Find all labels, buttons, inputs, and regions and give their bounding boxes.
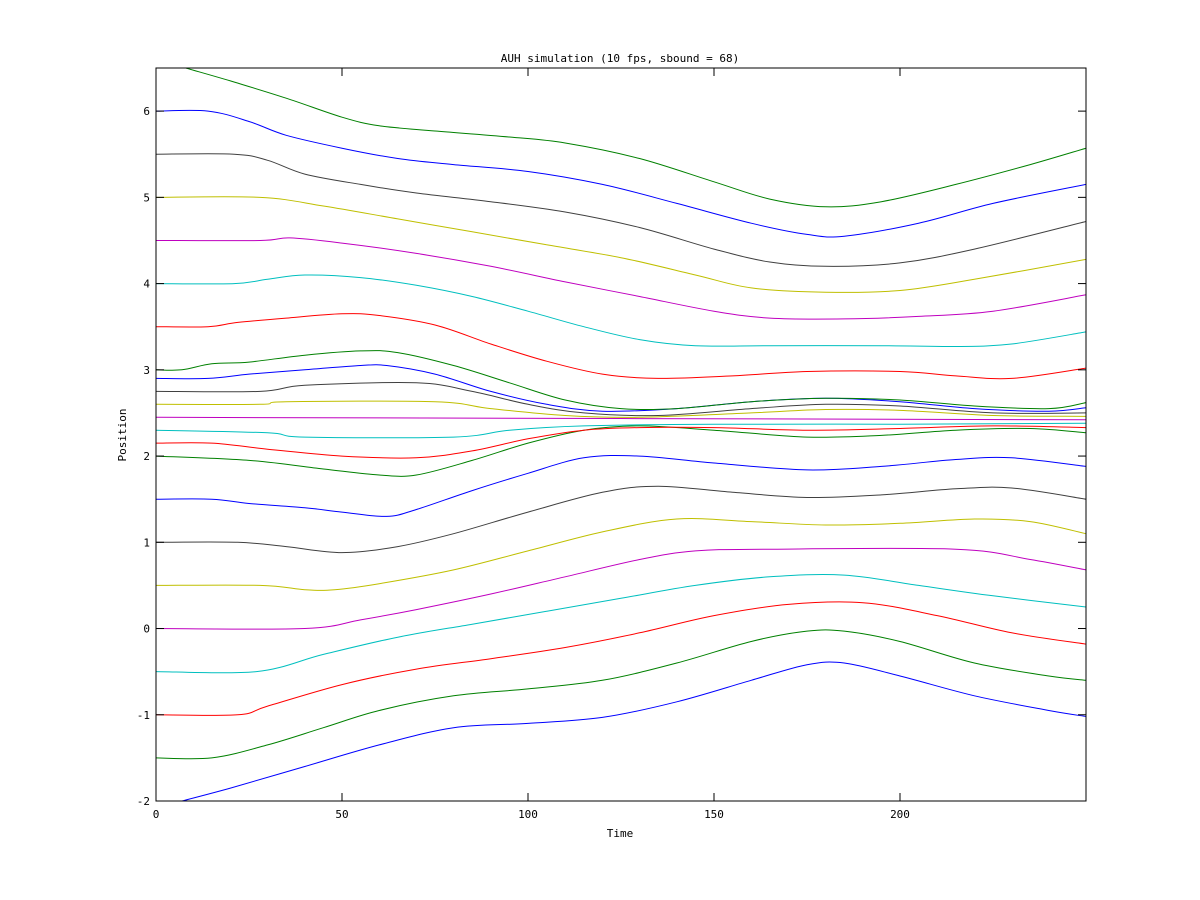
y-tick-label: 5 bbox=[143, 191, 150, 204]
series-line-15 bbox=[156, 364, 1086, 412]
series-line-3 bbox=[156, 601, 1086, 716]
series-line-14 bbox=[156, 382, 1086, 417]
y-tick-label: 6 bbox=[143, 105, 150, 118]
y-tick-label: 2 bbox=[143, 450, 150, 463]
series-line-1 bbox=[181, 661, 1086, 801]
series-line-12 bbox=[156, 416, 1086, 421]
series-line-23 bbox=[185, 68, 1086, 208]
series-line-7 bbox=[156, 485, 1086, 554]
series-line-17 bbox=[156, 313, 1086, 380]
series-line-5 bbox=[156, 547, 1086, 630]
series-line-22 bbox=[156, 109, 1086, 238]
y-axis-ticks: -2 -1 0 1 2 3 4 5 6 bbox=[137, 105, 1086, 808]
series-line-21 bbox=[156, 153, 1086, 267]
series-line-11 bbox=[156, 422, 1086, 439]
chart-title: AUH simulation (10 fps, sbound = 68) bbox=[501, 52, 739, 65]
y-tick-label: -2 bbox=[137, 795, 150, 808]
series-line-4 bbox=[156, 573, 1086, 674]
series-line-6 bbox=[156, 518, 1086, 591]
y-tick-label: -1 bbox=[137, 709, 150, 722]
plot-area: 0 50 100 150 200 -2 -1 0 1 2 3 4 5 6 bbox=[137, 67, 1087, 821]
x-tick-label: 100 bbox=[518, 808, 538, 821]
series-line-20 bbox=[156, 196, 1086, 293]
y-axis-label: Position bbox=[116, 409, 129, 462]
series-line-13 bbox=[156, 400, 1086, 418]
x-tick-label: 200 bbox=[890, 808, 910, 821]
series-group bbox=[156, 68, 1086, 801]
series-line-19 bbox=[156, 237, 1086, 320]
axes-box bbox=[155, 67, 1087, 802]
y-tick-label: 1 bbox=[143, 536, 150, 549]
x-axis-label: Time bbox=[607, 827, 634, 840]
y-tick-label: 4 bbox=[143, 278, 150, 291]
y-tick-label: 3 bbox=[143, 364, 150, 377]
series-line-10 bbox=[156, 425, 1086, 459]
series-line-16 bbox=[156, 350, 1086, 411]
series-line-2 bbox=[156, 629, 1086, 760]
x-axis-ticks: 0 50 100 150 200 bbox=[153, 68, 910, 821]
x-tick-label: 0 bbox=[153, 808, 160, 821]
x-tick-label: 150 bbox=[704, 808, 724, 821]
series-line-18 bbox=[156, 274, 1086, 348]
x-tick-label: 50 bbox=[335, 808, 348, 821]
series-line-8 bbox=[156, 454, 1086, 517]
y-tick-label: 0 bbox=[143, 623, 150, 636]
